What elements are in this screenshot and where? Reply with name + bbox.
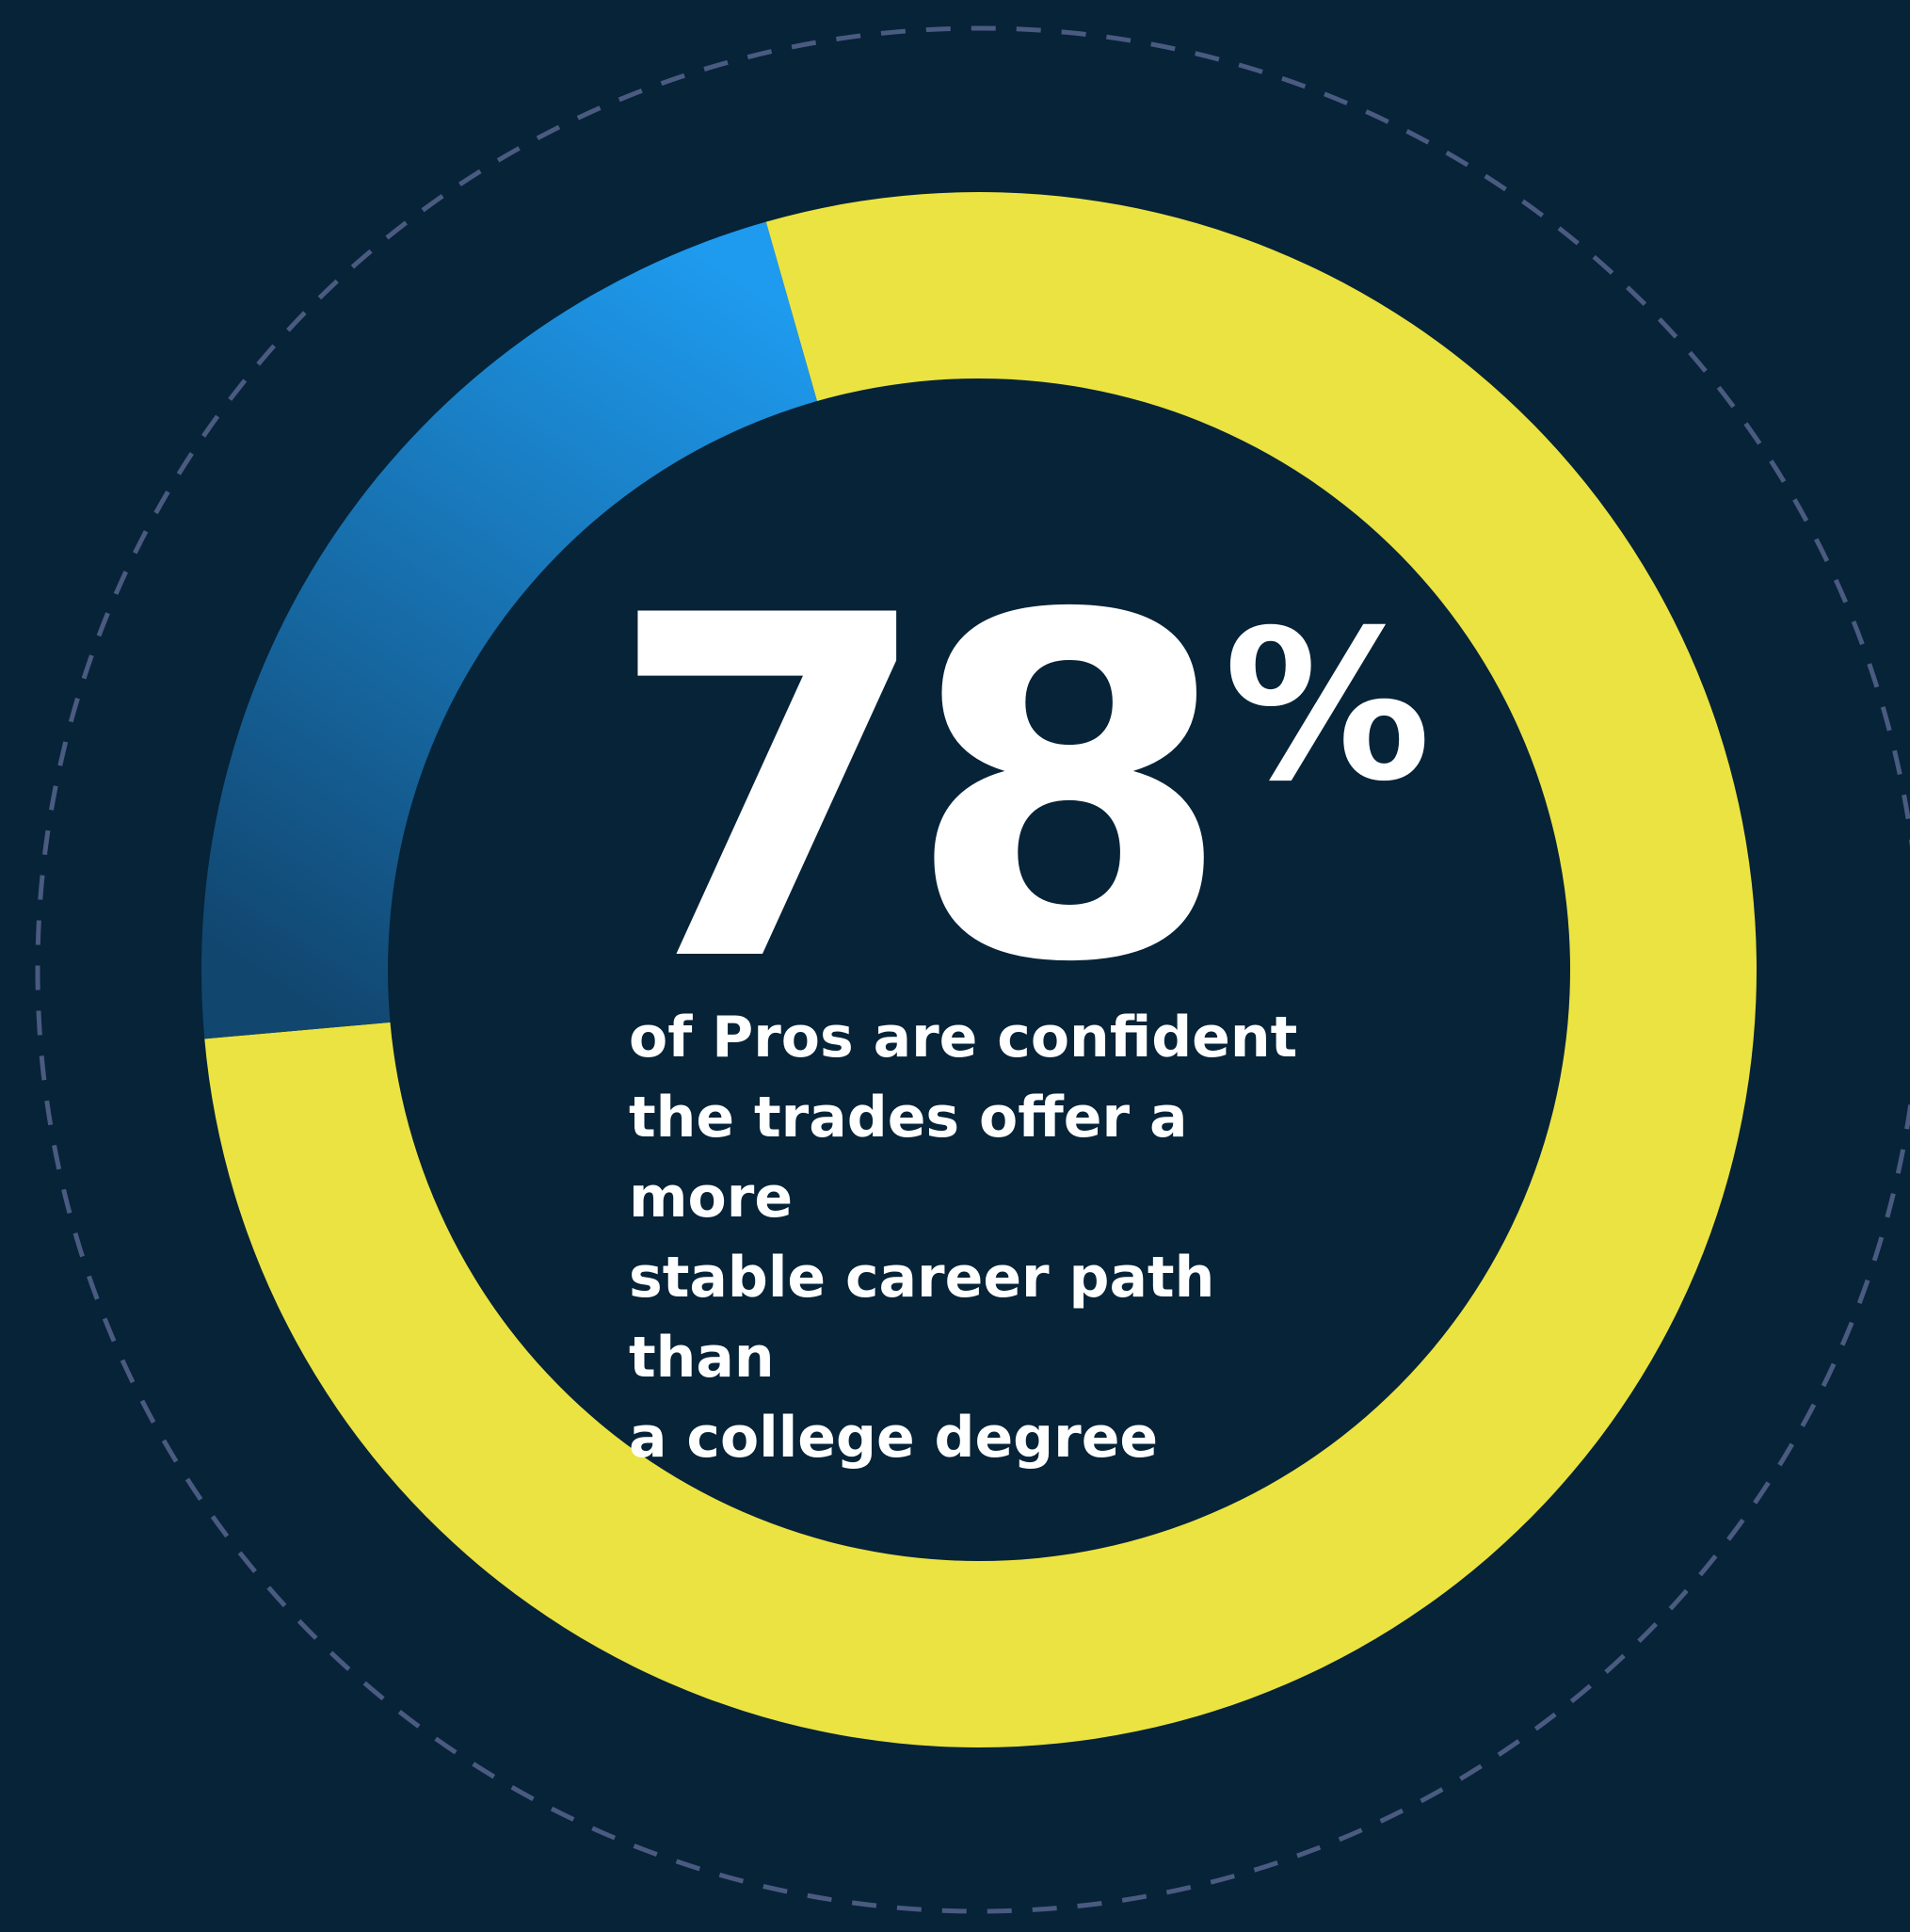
percent-sign: % <box>1223 586 1432 827</box>
highlight-value: 78 <box>606 517 1233 1065</box>
slice-other <box>201 221 817 1039</box>
caption-text: of Pros are confident the trades offer a… <box>629 1005 1298 1471</box>
stat-block: 78 % of Pros are confident the trades of… <box>606 555 1431 1478</box>
highlight-value-group: 78 % <box>606 555 1431 1026</box>
dashed-outer-ring <box>35 25 1910 1914</box>
donut-slices <box>201 192 1758 1748</box>
